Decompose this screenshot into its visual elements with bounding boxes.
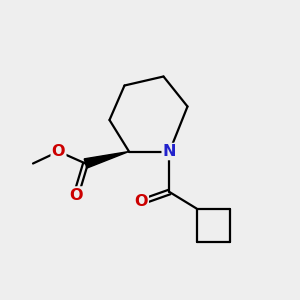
Polygon shape — [84, 152, 129, 168]
Text: O: O — [52, 144, 65, 159]
Text: N: N — [163, 144, 176, 159]
Text: O: O — [70, 188, 83, 202]
Text: O: O — [134, 194, 148, 208]
